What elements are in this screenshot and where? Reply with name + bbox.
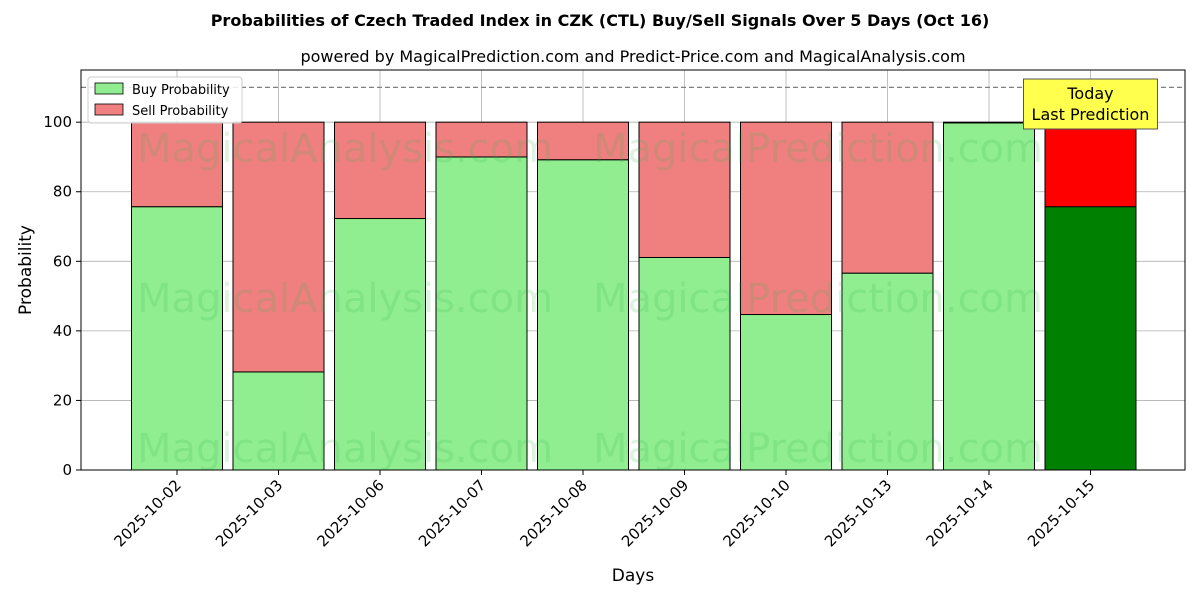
x-tick-label: 2025-10-07 — [415, 476, 489, 550]
x-tick-label: 2025-10-03 — [212, 476, 286, 550]
annotation-line: Last Prediction — [1032, 105, 1150, 124]
bar-sell — [740, 121, 832, 316]
plot-frame — [80, 69, 1186, 471]
x-tick-label: 2025-10-08 — [516, 476, 590, 550]
legend-swatch-buy — [94, 82, 124, 95]
annotation-box — [1023, 78, 1158, 130]
watermark-text: MagicalAnalysis.com — [137, 126, 553, 172]
x-tick-label: 2025-10-10 — [719, 476, 793, 550]
y-axis-label: Probability — [16, 225, 36, 315]
bar-buy — [435, 156, 528, 471]
x-axis-label: Days — [612, 566, 655, 586]
bar-sell — [841, 121, 934, 274]
bar-buy — [537, 159, 629, 471]
x-tick-label: 2025-10-14 — [922, 476, 996, 550]
y-axis-ticks: 0 20 40 60 80 100 — [43, 113, 81, 479]
legend-swatch-sell — [94, 103, 124, 116]
bar-sell — [435, 121, 528, 158]
bar-sell — [232, 121, 325, 373]
today-annotation: Today Last Prediction — [1023, 78, 1158, 130]
y-tick-label: 0 — [62, 461, 72, 479]
bar-buy — [841, 272, 934, 471]
watermark-text: MagicalAnalysis.com — [137, 276, 553, 322]
bar-buy — [334, 218, 426, 471]
chart-subtitle: powered by MagicalPrediction.com and Pre… — [300, 47, 965, 66]
y-tick-label: 20 — [53, 391, 72, 409]
bar-buy — [638, 256, 731, 471]
chart-title: Probabilities of Czech Traded Index in C… — [211, 11, 990, 30]
bars — [131, 121, 1137, 471]
bar-buy — [943, 122, 1035, 471]
bar-sell — [537, 121, 629, 161]
bar-buy — [740, 314, 832, 471]
y-tick-label: 100 — [43, 113, 72, 131]
watermark-text: MagicalPrediction.com — [593, 426, 1043, 472]
x-tick-label: 2025-10-15 — [1024, 476, 1098, 550]
x-axis-ticks: 2025-10-02 2025-10-03 2025-10-06 2025-10-07… — [110, 470, 1098, 550]
bar-sell — [334, 121, 426, 220]
x-tick-label: 2025-10-06 — [313, 476, 387, 550]
bar-sell — [1044, 121, 1137, 208]
watermarks: MagicalAnalysis.com MagicalPrediction.com… — [137, 126, 1043, 472]
watermark-text: MagicalAnalysis.com — [137, 426, 553, 472]
x-tick-label: 2025-10-09 — [618, 476, 692, 550]
y-tick-label: 40 — [53, 322, 72, 340]
bar-sell — [638, 121, 731, 258]
x-tick-label: 2025-10-02 — [110, 476, 184, 550]
y-tick-label: 80 — [53, 183, 72, 201]
legend-box — [87, 76, 243, 124]
legend-label-sell: Sell Probability — [132, 104, 229, 119]
x-tick-label: 2025-10-13 — [821, 476, 895, 550]
bar-buy — [131, 206, 223, 471]
annotation-line: Today — [1066, 84, 1113, 103]
legend: Buy Probability Sell Probability — [87, 76, 243, 124]
y-tick-label: 60 — [53, 252, 72, 270]
bar-sell — [131, 121, 223, 208]
legend-label-buy: Buy Probability — [132, 83, 230, 98]
bar-sell — [943, 121, 1035, 124]
watermark-text: MagicalPrediction.com — [593, 126, 1043, 172]
bar-buy — [1044, 206, 1137, 471]
watermark-text: MagicalPrediction.com — [593, 276, 1043, 322]
